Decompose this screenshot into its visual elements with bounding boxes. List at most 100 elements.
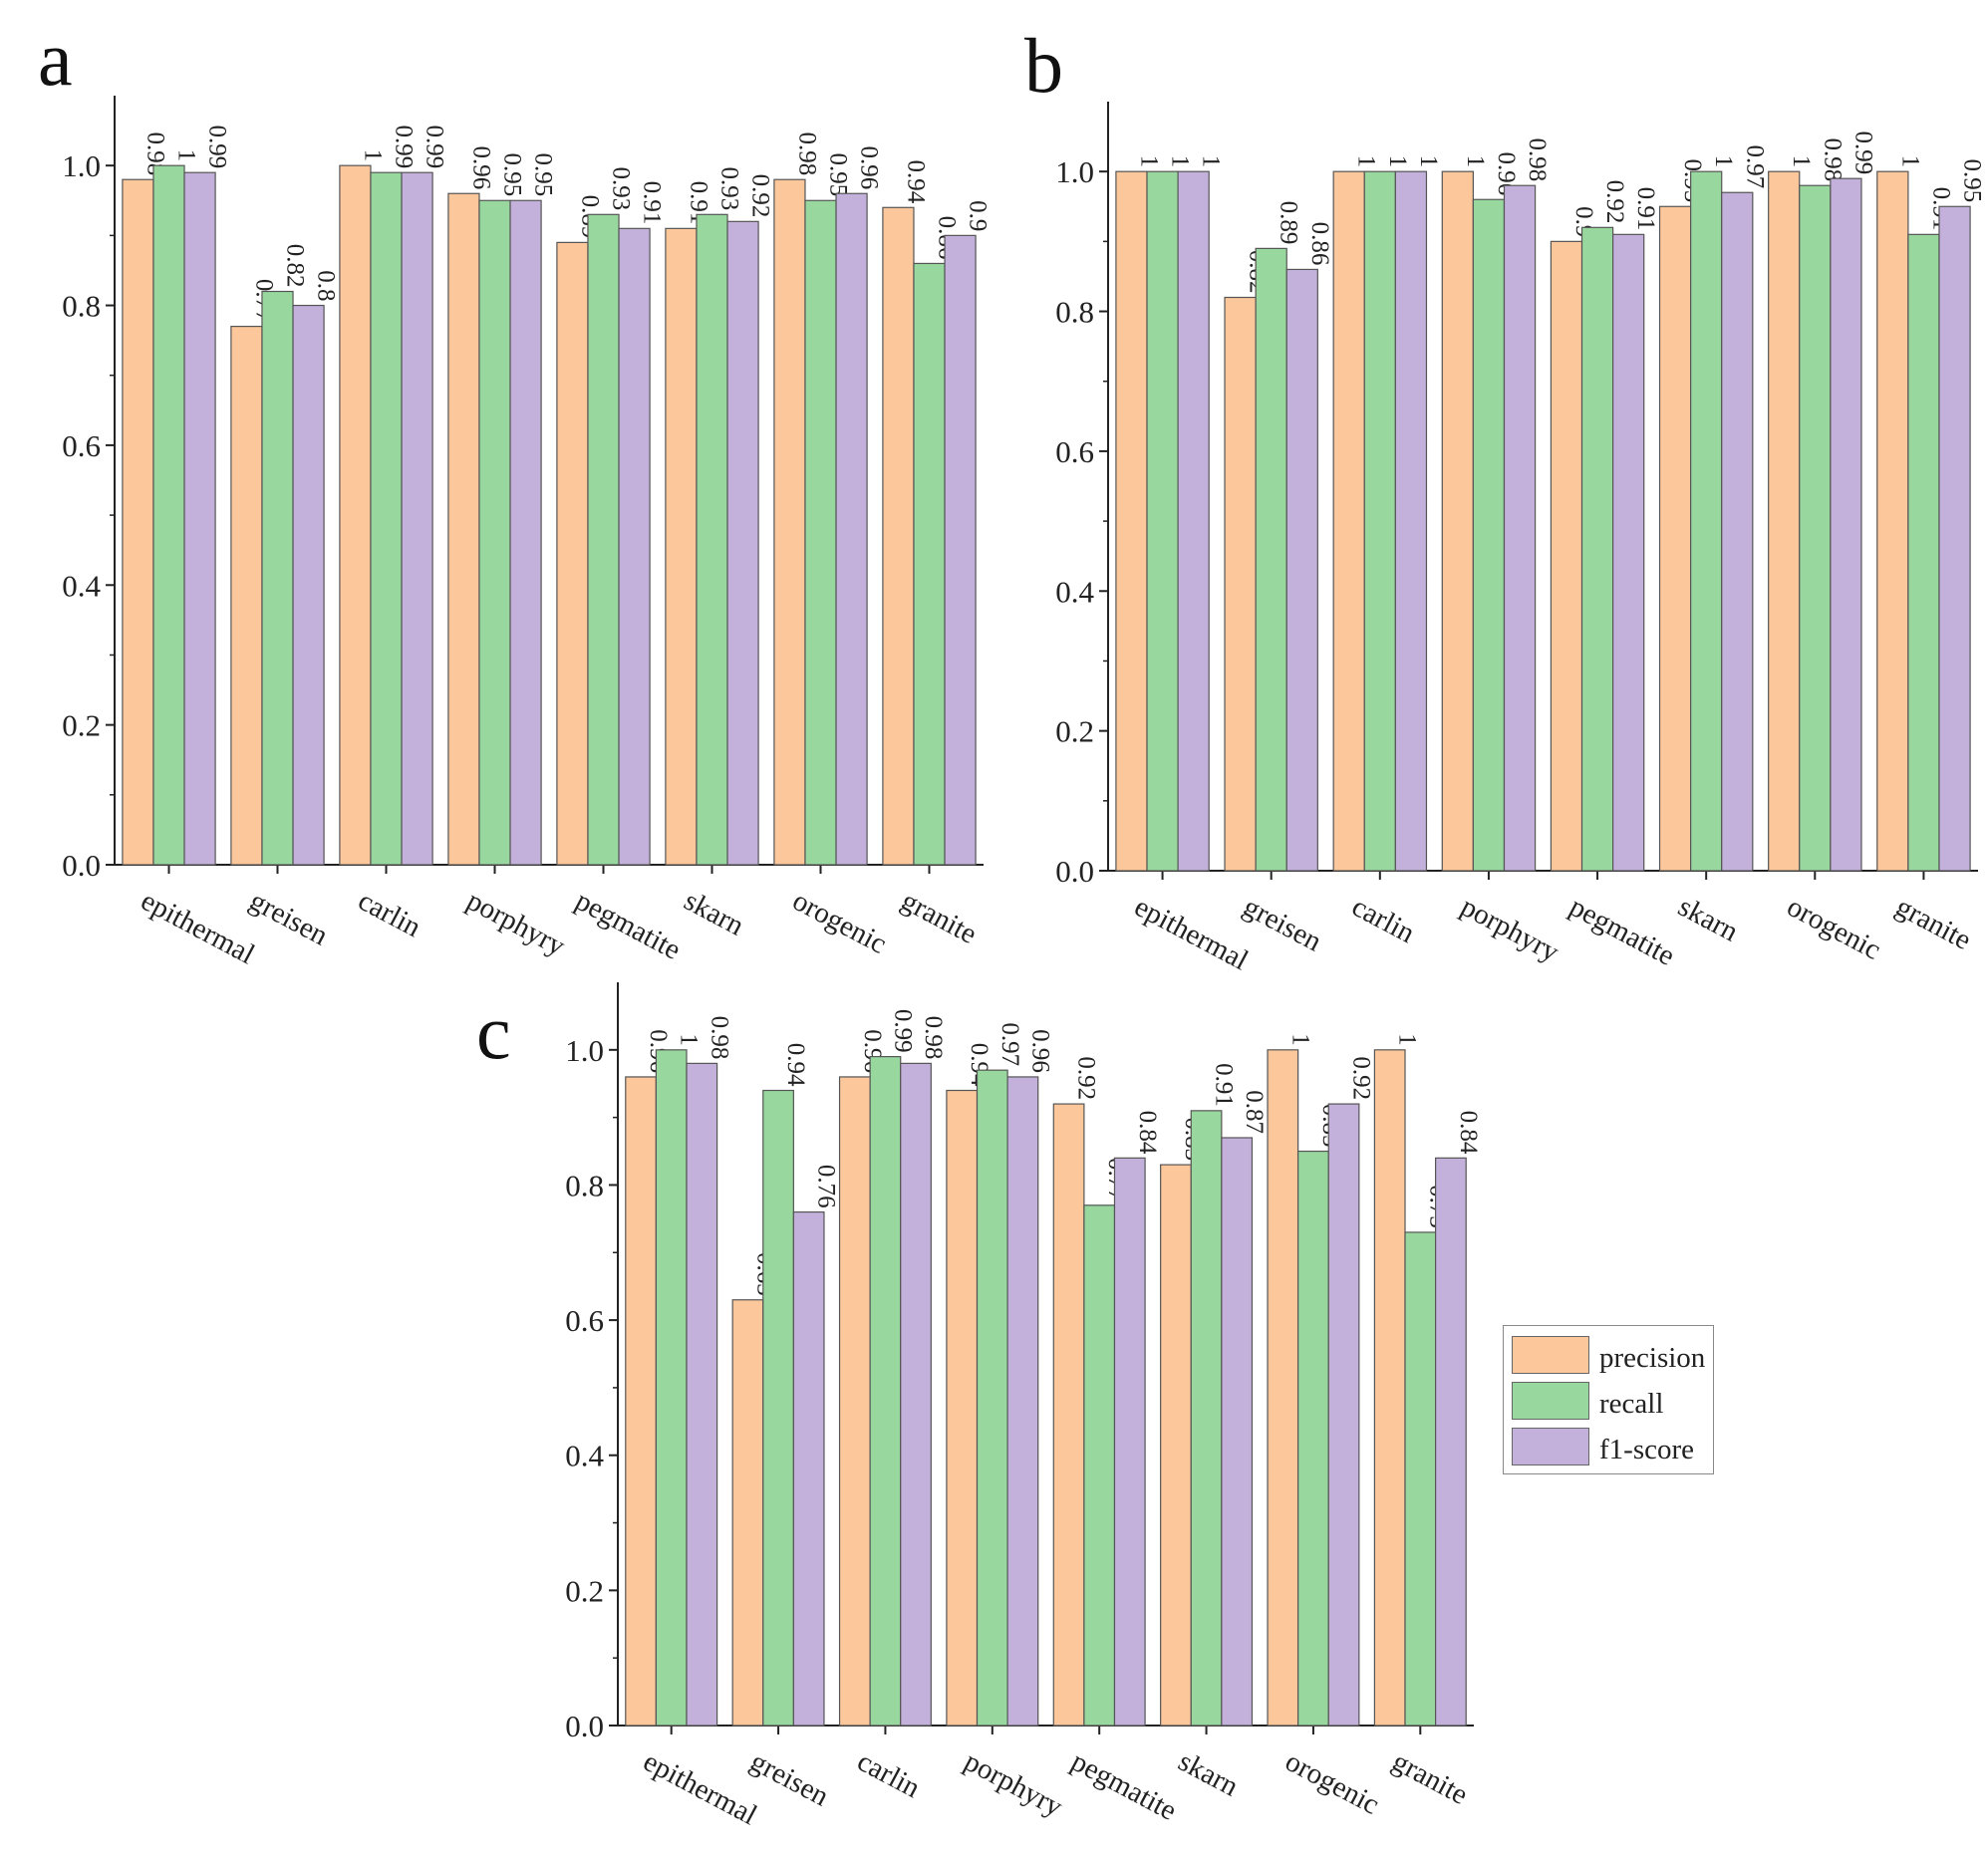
panel-a-ytick-label-5: 1.0 [62,148,101,183]
panel-c-value-label-f1-score-porphyry: 0.96 [1026,1029,1053,1073]
panel-b-value-label-f1-score-pegmatite: 0.91 [1632,187,1659,231]
panel-b-bar-recall-orogenic [1799,184,1832,872]
panel-b-value-label-f1-score-greisen: 0.86 [1306,222,1333,266]
panel-a-bar-f1-score-porphyry [509,199,542,866]
panel-a-bar-f1-score-granite [944,234,977,866]
panel-a-category-label-skarn: skarn [679,885,749,942]
panel-b-bar-recall-greisen [1255,247,1287,872]
panel-a-value-label-f1-score-epithermal: 0.99 [204,125,231,168]
panel-b-bar-f1-score-pegmatite [1612,233,1645,872]
panel-c-value-label-f1-score-carlin: 0.98 [920,1016,947,1060]
panel-a-value-label-recall-porphyry: 0.95 [499,153,526,197]
panel-a-bar-recall-carlin [370,171,403,866]
panel-b-bar-f1-score-granite [1938,205,1971,872]
panel-c-ytick-label-5: 1.0 [565,1033,604,1068]
panel-c-bar-recall-porphyry [976,1069,1008,1727]
legend-item-f1-score: f1-score [1512,1426,1711,1465]
panel-a-value-label-precision-carlin: 1 [359,149,386,162]
panel-a-ytick-label-1: 0.2 [62,708,101,743]
panel-b-value-label-f1-score-granite: 0.95 [1959,159,1986,203]
panel-a-category-label-orogenic: orogenic [787,885,892,960]
legend-swatch-recall [1512,1382,1589,1420]
panel-b-category-label-carlin: carlin [1347,891,1421,949]
panel-c-category-label-carlin: carlin [852,1745,926,1804]
panel-b-value-label-f1-score-carlin: 1 [1415,155,1442,168]
panel-b-bar-precision-epithermal [1115,170,1148,872]
panel-b-value-label-f1-score-skarn: 0.97 [1741,144,1768,188]
panel-a-bar-f1-score-pegmatite [618,227,651,866]
panel-c-bar-f1-score-pegmatite [1113,1157,1146,1727]
panel-c-value-label-precision-granite: 1 [1394,1033,1421,1046]
panel-a-value-label-recall-carlin: 0.99 [391,125,418,168]
panel-b-bar-precision-porphyry [1441,170,1474,872]
panel-b-value-label-precision-orogenic: 1 [1788,155,1815,168]
panel-a-ytick-label-4: 0.8 [62,289,101,324]
panel-a-value-label-f1-score-skarn: 0.92 [747,174,774,218]
panel-c-value-label-f1-score-orogenic: 0.92 [1348,1056,1375,1100]
panel-c-value-label-recall-porphyry: 0.97 [996,1022,1023,1066]
panel-c-bar-precision-porphyry [946,1089,979,1727]
panel-a-bar-f1-score-epithermal [183,171,216,866]
panel-c-bar-recall-skarn [1190,1110,1223,1727]
panel-a-bar-precision-carlin [339,164,372,866]
panel-b-bar-recall-skarn [1690,170,1723,872]
panel-b-bar-f1-score-skarn [1721,191,1754,872]
legend-item-recall: recall [1512,1380,1711,1420]
panel-b-bar-f1-score-orogenic [1830,177,1862,872]
panel-c-bar-precision-granite [1373,1049,1406,1727]
panel-b-bar-recall-carlin [1363,170,1396,872]
panel-c-ytick-label-2: 0.4 [565,1439,604,1473]
panel-c-bar-f1-score-granite [1435,1157,1467,1727]
panel-b-bar-precision-carlin [1332,170,1365,872]
panel-b-bar-recall-epithermal [1146,170,1179,872]
panel-c-value-label-f1-score-pegmatite: 0.84 [1134,1111,1161,1155]
legend-label-precision: precision [1599,1342,1706,1374]
panel-c-ytick-label-4: 0.8 [565,1168,604,1202]
panel-a-bar-f1-score-orogenic [835,192,868,866]
panel-c-bar-recall-orogenic [1297,1150,1329,1727]
panel-c-category-label-granite: granite [1387,1745,1473,1811]
panel-c-bar-recall-pegmatite [1083,1204,1116,1727]
panel-b-bar-f1-score-carlin [1394,170,1428,872]
panel-c-value-label-f1-score-granite: 0.84 [1455,1111,1482,1155]
panel-b-value-label-recall-skarn: 1 [1710,155,1737,168]
panel-c-ytick-label-1: 0.2 [565,1573,604,1608]
panel-b-value-label-recall-orogenic: 0.98 [1819,137,1846,181]
panel-a-bar-recall-pegmatite [587,213,620,866]
panel-a-bar-precision-greisen [230,326,263,866]
panel-b-bar-f1-score-porphyry [1503,184,1537,872]
panel-b-bar-recall-granite [1907,233,1940,872]
panel-a-bar-f1-score-carlin [401,171,433,866]
panel-b-label: b [1024,22,1063,109]
panel-a-value-label-recall-skarn: 0.93 [716,167,743,211]
panel-c-value-label-f1-score-epithermal: 0.98 [706,1016,732,1060]
panel-b-ytick-label-5: 1.0 [1055,154,1094,189]
panel-b-ytick-label-2: 0.4 [1055,574,1094,609]
panel-a-category-label-epithermal: epithermal [136,885,260,970]
panel-c-bar-precision-pegmatite [1052,1103,1085,1727]
panel-b-bar-f1-score-greisen [1285,268,1318,872]
panel-c-bar-precision-skarn [1160,1164,1192,1727]
panel-a-bar-precision-porphyry [447,192,480,866]
panel-a-bar-f1-score-skarn [726,220,759,866]
panel-b-category-label-skarn: skarn [1673,891,1744,948]
panel-b-category-label-porphyry: porphyry [1456,891,1564,968]
legend-label-f1-score: f1-score [1599,1434,1695,1465]
panel-c-category-label-epithermal: epithermal [638,1745,762,1831]
panel-a-bar-recall-greisen [261,290,294,866]
panel-b-value-label-precision-carlin: 1 [1353,155,1380,168]
panel-b-value-label-recall-epithermal: 1 [1167,155,1194,168]
panel-a-value-label-recall-greisen: 0.82 [282,244,309,288]
panel-a-bar-precision-pegmatite [556,241,589,866]
panel-a-value-label-f1-score-porphyry: 0.95 [530,153,557,197]
panel-a-bar-recall-porphyry [478,199,511,866]
panel-c-bar-recall-granite [1404,1231,1437,1727]
panel-a-bar-precision-epithermal [122,178,154,866]
panel-c-bar-f1-score-skarn [1221,1137,1254,1727]
panel-a-value-label-f1-score-carlin: 0.99 [422,125,448,168]
panel-a-value-label-precision-orogenic: 0.98 [793,132,820,175]
panel-c-value-label-recall-greisen: 0.94 [782,1043,809,1087]
panel-c-category-label-skarn: skarn [1173,1745,1244,1803]
panel-c-ytick-label-0: 0.0 [565,1709,604,1743]
